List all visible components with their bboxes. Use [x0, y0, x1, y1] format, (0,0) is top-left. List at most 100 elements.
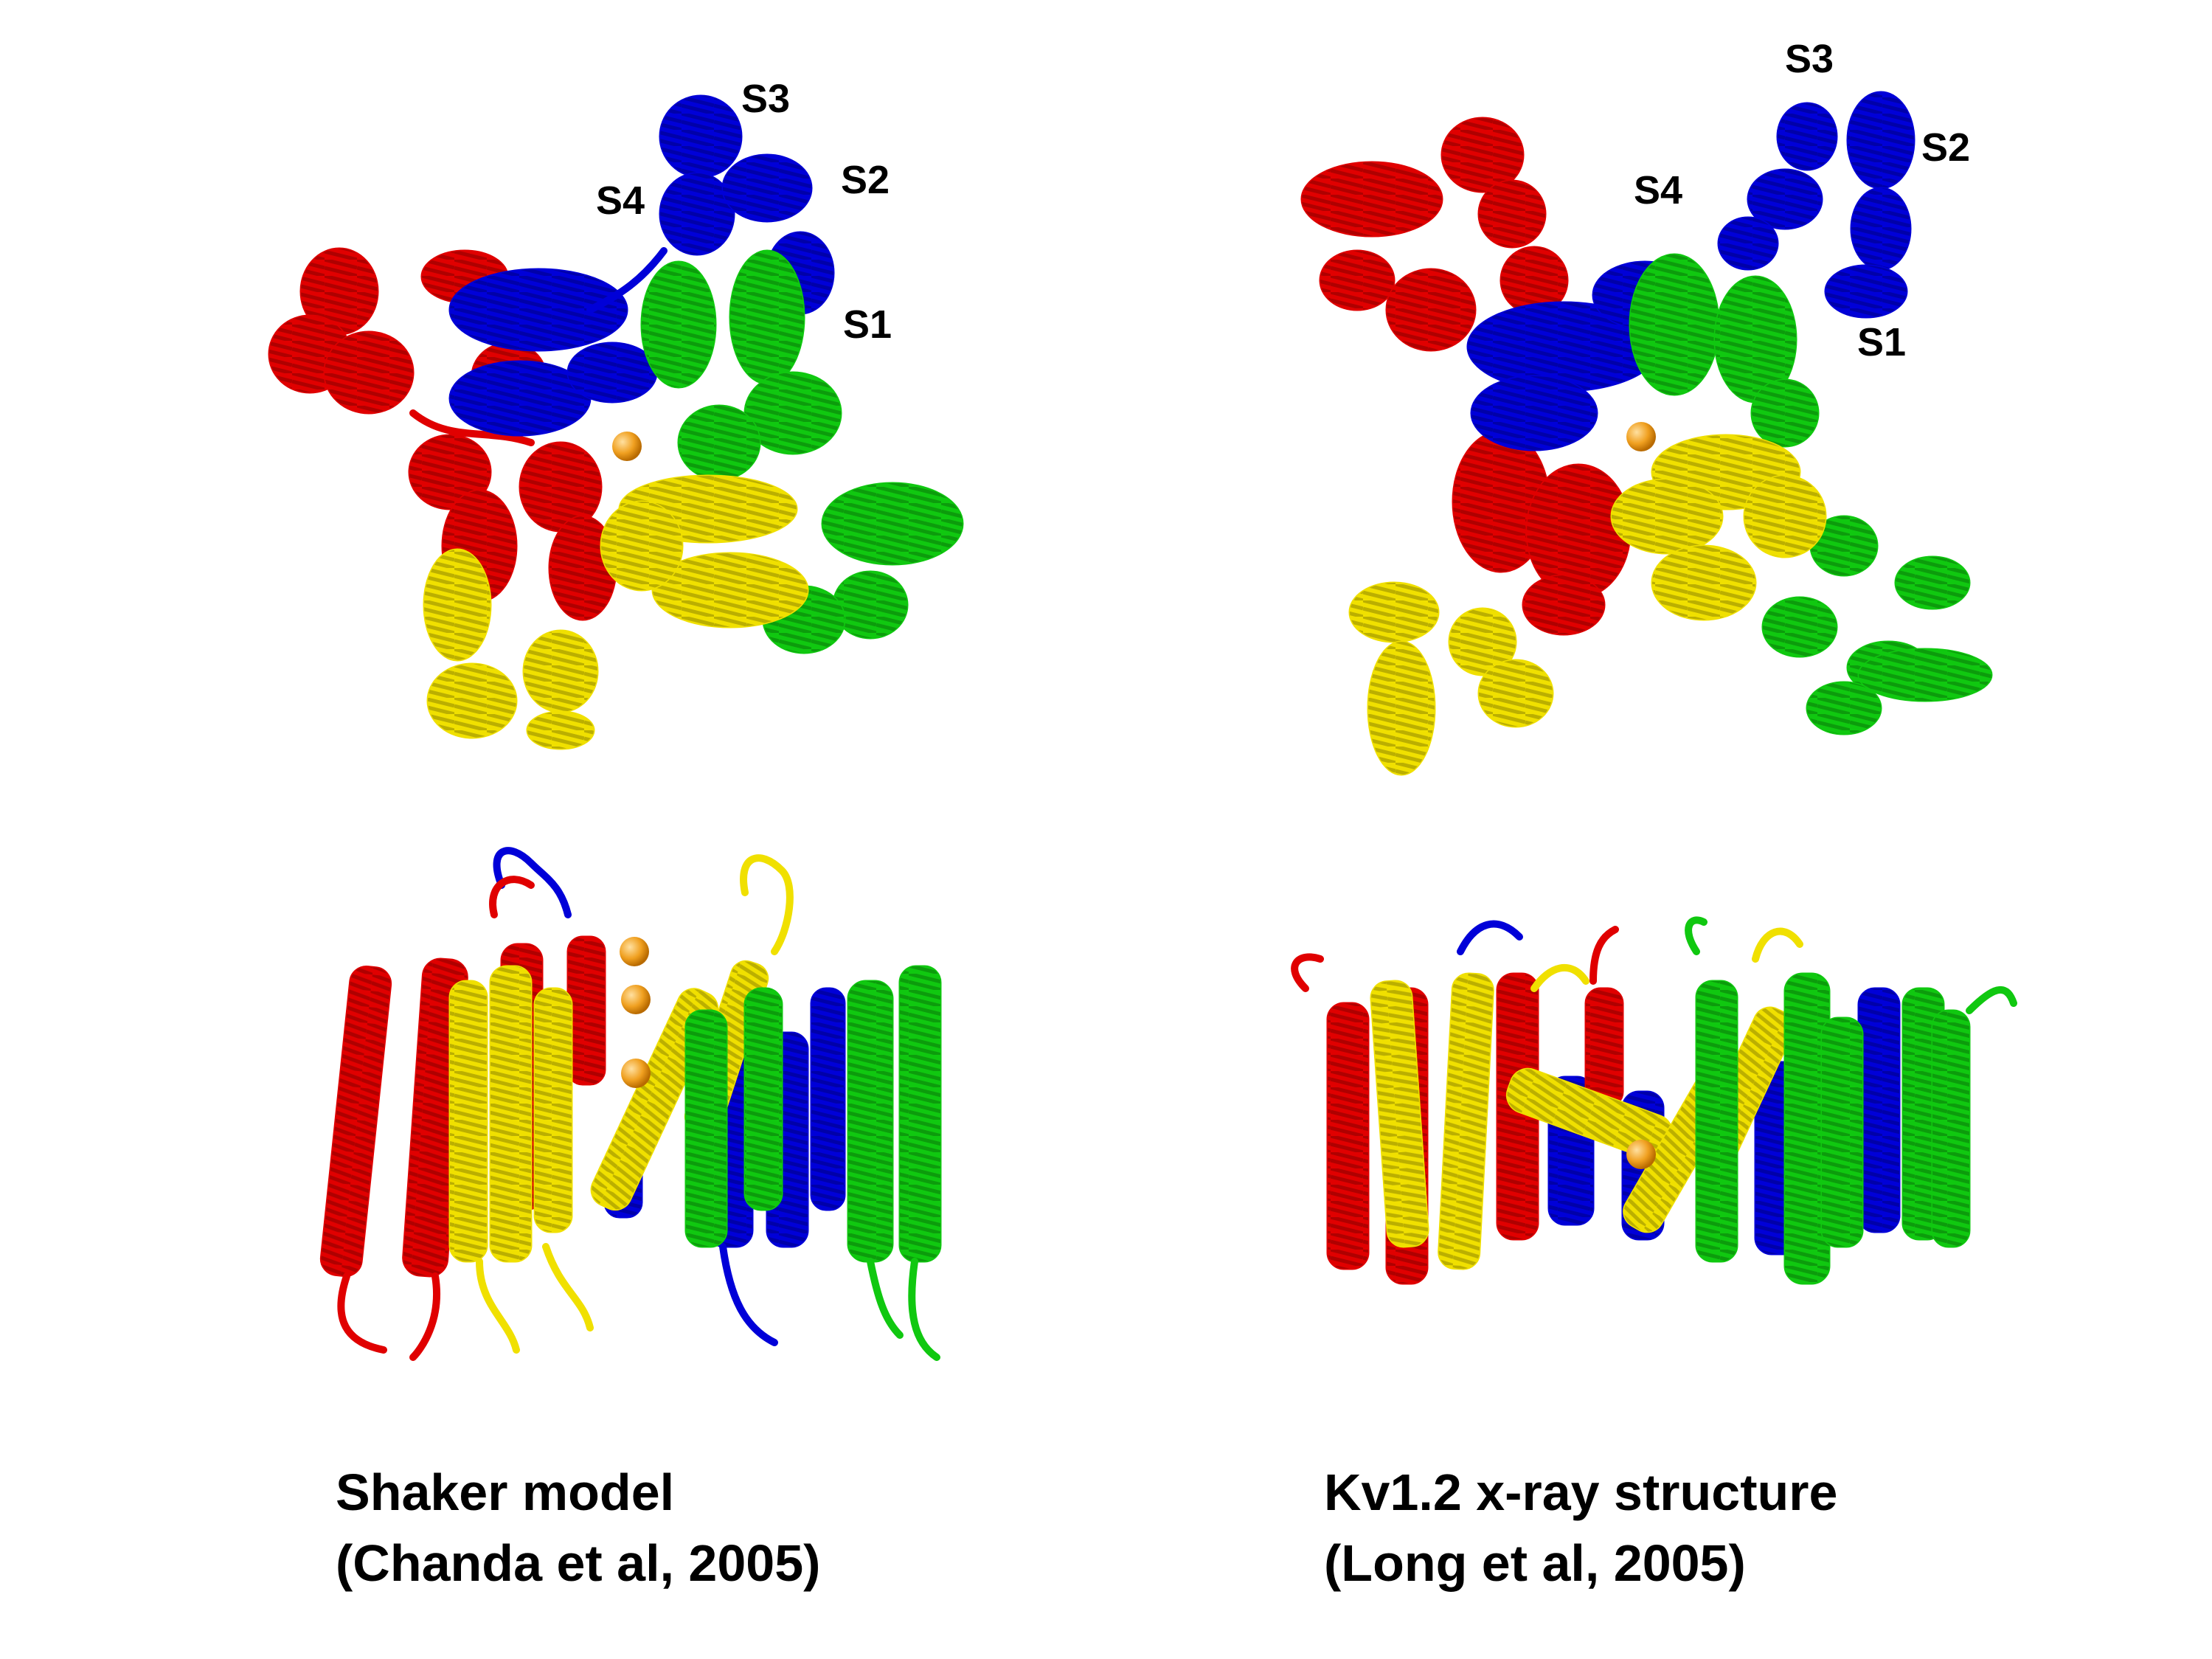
helix-texture	[1652, 546, 1755, 620]
label-s2: S2	[841, 158, 890, 202]
helix-texture	[900, 966, 940, 1261]
helix-texture	[524, 631, 597, 712]
helix-segment	[337, 1272, 387, 1354]
helix-segment	[1291, 953, 1324, 992]
helix-texture	[1387, 269, 1475, 350]
helix-texture	[1696, 981, 1737, 1261]
helix-segment	[1457, 920, 1523, 955]
helix-texture	[601, 502, 682, 590]
helix-texture	[1763, 598, 1837, 657]
potassium-ion	[621, 985, 651, 1014]
potassium-ion	[1626, 1140, 1656, 1169]
subunit-green	[1685, 916, 2017, 1285]
helix-texture	[1453, 432, 1549, 572]
kv12-side-view	[1291, 916, 2017, 1285]
helix-texture	[1785, 974, 1829, 1284]
potassium-ion	[620, 937, 649, 966]
label-s4: S4	[596, 179, 645, 223]
helix-texture	[1859, 649, 1991, 701]
helix-texture	[1630, 254, 1719, 395]
helix-segment	[867, 1258, 904, 1339]
helix-segment	[1685, 916, 1707, 955]
label-s1: S1	[843, 302, 892, 347]
helix-texture	[811, 988, 845, 1210]
shaker-side-view	[319, 847, 942, 1361]
subunit-green	[684, 965, 942, 1361]
helix-texture	[1719, 218, 1778, 269]
label-s2: S2	[1921, 125, 1970, 170]
helix-texture	[660, 173, 734, 254]
helix-texture	[428, 664, 516, 738]
helix-texture	[527, 712, 594, 749]
helix-texture	[535, 988, 572, 1232]
helix-texture	[1826, 266, 1907, 317]
helix-texture	[1479, 660, 1553, 727]
helix-texture	[1752, 380, 1818, 446]
helix-segment	[908, 1258, 940, 1361]
kv12-top-view: S3 S2 S4 S1	[1300, 37, 1993, 776]
helix-segment	[740, 854, 794, 955]
helix-texture	[1368, 642, 1435, 775]
helix-texture	[1479, 181, 1545, 247]
helix-texture	[520, 443, 601, 531]
helix-texture	[660, 96, 741, 177]
subunit-blue	[448, 94, 835, 437]
helix-texture	[1507, 1069, 1672, 1159]
helix-texture	[822, 483, 963, 564]
helix-texture	[1851, 188, 1910, 269]
helix-texture	[1370, 980, 1429, 1247]
helix-segment	[409, 1272, 440, 1361]
subunit-yellow	[1348, 434, 1827, 776]
helix-segment	[542, 1243, 594, 1331]
subunit-green	[1629, 253, 1993, 735]
helix-texture	[1807, 682, 1881, 734]
helix-texture	[1438, 973, 1494, 1270]
helix-texture	[424, 550, 490, 660]
helix-texture	[1468, 302, 1660, 391]
helix-texture	[653, 553, 808, 627]
helix-segment	[476, 1258, 520, 1354]
subunit-red	[1300, 117, 1632, 636]
helix-texture	[1328, 1003, 1368, 1269]
helix-segment	[489, 876, 535, 918]
label-s4: S4	[1634, 168, 1682, 212]
helix-segment	[1966, 986, 2017, 1014]
helix-texture	[745, 988, 782, 1210]
helix-texture	[1811, 516, 1877, 575]
helix-texture	[1612, 479, 1722, 553]
helix-segment	[719, 1243, 778, 1346]
helix-texture	[1822, 1018, 1862, 1247]
caption-title: Kv1.2 x-ray structure	[1324, 1464, 1838, 1521]
helix-texture	[833, 572, 907, 638]
helix-texture	[1442, 118, 1523, 192]
helix-texture	[450, 981, 487, 1261]
helix-texture	[568, 937, 605, 1084]
shaker-top-view: S3 S2 S4 S1	[268, 77, 964, 750]
caption-kv12-structure: Kv1.2 x-ray structure (Long et al, 2005)	[1324, 1457, 1837, 1599]
helix-texture	[848, 981, 892, 1261]
helix-texture	[549, 516, 616, 620]
helix-segment	[493, 847, 572, 918]
caption-citation: (Chanda et al, 2005)	[336, 1534, 821, 1592]
helix-texture	[1896, 557, 1969, 609]
helix-segment	[409, 409, 535, 446]
helix-texture	[745, 373, 841, 454]
helix-segment	[1589, 926, 1619, 985]
helix-texture	[1778, 103, 1837, 170]
helix-texture	[301, 249, 378, 334]
subunit-yellow	[423, 474, 809, 750]
caption-title: Shaker model	[336, 1464, 675, 1521]
helix-texture	[679, 406, 760, 479]
potassium-ion	[612, 432, 642, 461]
helix-texture	[1744, 476, 1826, 557]
helix-segment	[1752, 927, 1803, 963]
helix-texture	[723, 155, 811, 221]
label-s3: S3	[1785, 37, 1834, 81]
helix-texture	[1523, 575, 1604, 634]
helix-texture	[450, 361, 590, 435]
helix-texture	[1527, 465, 1630, 598]
label-s3: S3	[741, 77, 790, 121]
helix-texture	[325, 332, 413, 413]
helix-texture	[1932, 1011, 1969, 1247]
